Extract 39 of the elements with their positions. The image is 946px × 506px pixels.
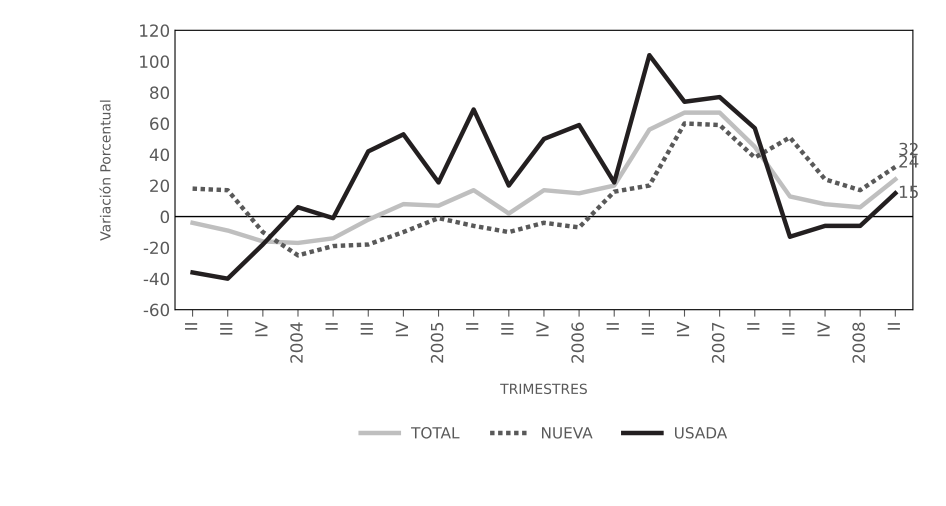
y-tick-label: 80 bbox=[150, 86, 170, 99]
line-series bbox=[190, 110, 898, 246]
x-tick-label: 2005 bbox=[430, 322, 444, 363]
y-tick-label: -40 bbox=[144, 272, 170, 286]
x-tick-label: II bbox=[185, 323, 198, 330]
x-tick-label: IV bbox=[536, 322, 549, 336]
x-tick-label: II bbox=[747, 323, 760, 330]
y-tick-label: 40 bbox=[150, 148, 170, 162]
y-tick-label: 120 bbox=[140, 24, 170, 37]
x-axis-title: TRIMESTRES bbox=[500, 384, 587, 394]
x-tick-label: IV bbox=[396, 322, 408, 336]
line-series bbox=[190, 52, 898, 281]
x-tick-label: II bbox=[466, 323, 478, 330]
x-tick-label: IV bbox=[676, 322, 690, 336]
y-tick-label: -60 bbox=[144, 304, 170, 316]
x-tick-label: IV bbox=[255, 322, 268, 336]
x-tick-label: II bbox=[326, 323, 338, 330]
x-tick-label: 2007 bbox=[712, 322, 724, 363]
x-tick-label: 2004 bbox=[290, 322, 303, 363]
x-tick-label: 2008 bbox=[852, 322, 866, 363]
x-tick-label: 2006 bbox=[571, 322, 584, 363]
x-tick-label: III bbox=[782, 323, 795, 335]
x-tick-label: III bbox=[360, 323, 373, 335]
y-tick-label: -20 bbox=[144, 242, 170, 254]
x-tick-label: II bbox=[606, 323, 619, 330]
legend-label: USADA bbox=[675, 427, 728, 439]
x-tick-label: II bbox=[888, 323, 900, 330]
y-tick-label: 0 bbox=[160, 210, 170, 224]
y-tick-label: 60 bbox=[150, 117, 170, 130]
x-tick-label: III bbox=[642, 323, 654, 335]
x-tick-label: III bbox=[220, 323, 232, 335]
y-tick-label: 100 bbox=[140, 55, 170, 68]
legend-label: TOTAL bbox=[411, 427, 460, 439]
y-tick-label: 20 bbox=[150, 179, 170, 192]
x-tick-label: III bbox=[501, 323, 514, 335]
y-axis-title: Variación Porcentual bbox=[99, 100, 111, 241]
line-series bbox=[190, 121, 898, 258]
legend-label: NUEVA bbox=[542, 427, 593, 439]
x-tick-label: IV bbox=[817, 322, 830, 336]
